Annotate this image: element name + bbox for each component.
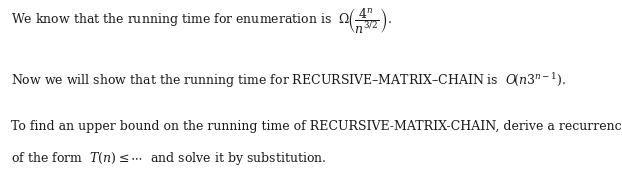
Text: We know that the running time for enumeration is  $\Omega\!\left(\dfrac{4^n}{n^{: We know that the running time for enumer…: [11, 6, 392, 36]
Text: Now we will show that the running time for RECURSIVE–MATRIX–CHAIN is  $O\!\left(: Now we will show that the running time f…: [11, 71, 567, 90]
Text: To find an upper bound on the running time of RECURSIVE-MATRIX-CHAIN, derive a r: To find an upper bound on the running ti…: [11, 120, 622, 133]
Text: of the form  $T(n)\leq\cdots$  and solve it by substitution.: of the form $T(n)\leq\cdots$ and solve i…: [11, 150, 327, 167]
